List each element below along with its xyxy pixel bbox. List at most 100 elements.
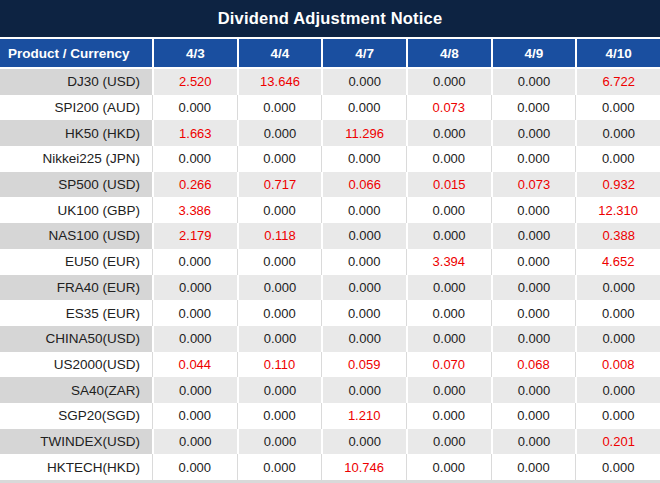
- value-cell: 0.000: [406, 403, 491, 429]
- value-cell: 0.000: [491, 120, 576, 146]
- value-cell: 3.386: [152, 197, 237, 223]
- value-cell: 0.000: [491, 146, 576, 172]
- title-bar: Dividend Adjustment Notice: [0, 0, 660, 39]
- value-cell: 0.201: [575, 429, 660, 455]
- value-cell: 0.000: [491, 197, 576, 223]
- value-cell: 0.266: [152, 172, 237, 198]
- value-cell: 4.652: [575, 249, 660, 275]
- value-cell: 0.000: [237, 300, 322, 326]
- value-cell: 0.000: [321, 197, 406, 223]
- value-cell: 0.000: [575, 300, 660, 326]
- table-row: SP500 (USD)0.2660.7170.0660.0150.0730.93…: [0, 172, 660, 198]
- value-cell: 0.073: [406, 95, 491, 121]
- column-header-date: 4/9: [491, 39, 576, 67]
- value-cell: 0.000: [152, 146, 237, 172]
- value-cell: 3.394: [406, 249, 491, 275]
- value-cell: 0.066: [321, 172, 406, 198]
- table-row: SPI200 (AUD)0.0000.0000.0000.0730.0000.0…: [0, 95, 660, 121]
- value-cell: 0.000: [575, 120, 660, 146]
- table-row: CHINA50(USD)0.0000.0000.0000.0000.0000.0…: [0, 326, 660, 352]
- value-cell: 0.000: [491, 403, 576, 429]
- value-cell: 0.000: [321, 429, 406, 455]
- value-cell: 0.000: [575, 146, 660, 172]
- product-cell: SPI200 (AUD): [0, 95, 152, 121]
- table-row: ES35 (EUR)0.0000.0000.0000.0000.0000.000: [0, 300, 660, 326]
- value-cell: 6.722: [575, 69, 660, 95]
- table-row: NAS100 (USD)2.1790.1180.0000.0000.0000.3…: [0, 223, 660, 249]
- column-header-date: 4/10: [575, 39, 660, 67]
- table-row: UK100 (GBP)3.3860.0000.0000.0000.00012.3…: [0, 197, 660, 223]
- product-cell: ES35 (EUR): [0, 300, 152, 326]
- product-cell: FRA40 (EUR): [0, 275, 152, 301]
- table-row: Nikkei225 (JPN)0.0000.0000.0000.0000.000…: [0, 146, 660, 172]
- value-cell: 0.000: [321, 377, 406, 403]
- value-cell: 0.000: [237, 249, 322, 275]
- value-cell: 0.000: [406, 300, 491, 326]
- value-cell: 0.044: [152, 352, 237, 378]
- value-cell: 0.000: [237, 197, 322, 223]
- table-row: TWINDEX(USD)0.0000.0000.0000.0000.0000.2…: [0, 429, 660, 455]
- product-cell: CHINA50(USD): [0, 326, 152, 352]
- value-cell: 0.000: [321, 300, 406, 326]
- value-cell: 0.932: [575, 172, 660, 198]
- value-cell: 1.663: [152, 120, 237, 146]
- value-cell: 0.717: [237, 172, 322, 198]
- value-cell: 0.000: [491, 95, 576, 121]
- value-cell: 2.520: [152, 69, 237, 95]
- column-header-date: 4/3: [152, 39, 237, 67]
- value-cell: 0.000: [321, 223, 406, 249]
- column-header-date: 4/7: [321, 39, 406, 67]
- value-cell: 10.746: [321, 454, 406, 480]
- table-body: DJ30 (USD)2.52013.6460.0000.0000.0006.72…: [0, 69, 660, 480]
- value-cell: 0.000: [406, 146, 491, 172]
- value-cell: 0.000: [237, 403, 322, 429]
- value-cell: 0.000: [491, 275, 576, 301]
- value-cell: 0.000: [575, 454, 660, 480]
- value-cell: 0.000: [152, 275, 237, 301]
- value-cell: 0.015: [406, 172, 491, 198]
- value-cell: 0.000: [152, 326, 237, 352]
- product-cell: HKTECH(HKD): [0, 454, 152, 480]
- product-cell: HK50 (HKD): [0, 120, 152, 146]
- product-cell: EU50 (EUR): [0, 249, 152, 275]
- value-cell: 0.000: [406, 197, 491, 223]
- value-cell: 0.000: [152, 95, 237, 121]
- table-row: HKTECH(HKD)0.0000.00010.7460.0000.0000.0…: [0, 454, 660, 480]
- value-cell: 0.118: [237, 223, 322, 249]
- value-cell: 0.008: [575, 352, 660, 378]
- value-cell: 0.000: [491, 429, 576, 455]
- table-row: DJ30 (USD)2.52013.6460.0000.0000.0006.72…: [0, 69, 660, 95]
- value-cell: 2.179: [152, 223, 237, 249]
- value-cell: 0.000: [237, 377, 322, 403]
- value-cell: 0.000: [491, 300, 576, 326]
- value-cell: 0.000: [237, 454, 322, 480]
- product-cell: DJ30 (USD): [0, 69, 152, 95]
- value-cell: 0.000: [152, 249, 237, 275]
- value-cell: 0.000: [491, 454, 576, 480]
- value-cell: 0.000: [321, 326, 406, 352]
- value-cell: 0.000: [321, 275, 406, 301]
- value-cell: 11.296: [321, 120, 406, 146]
- value-cell: 0.000: [321, 146, 406, 172]
- value-cell: 0.000: [152, 429, 237, 455]
- table-row: SA40(ZAR)0.0000.0000.0000.0000.0000.000: [0, 377, 660, 403]
- product-cell: Nikkei225 (JPN): [0, 146, 152, 172]
- value-cell: 0.000: [406, 120, 491, 146]
- value-cell: 0.000: [575, 326, 660, 352]
- table-row: SGP20(SGD)0.0000.0001.2100.0000.0000.000: [0, 403, 660, 429]
- page-title: Dividend Adjustment Notice: [218, 9, 443, 28]
- value-cell: 0.068: [491, 352, 576, 378]
- value-cell: 0.000: [491, 249, 576, 275]
- header-row: Product / Currency 4/34/44/74/84/94/10: [0, 39, 660, 69]
- value-cell: 0.000: [491, 223, 576, 249]
- value-cell: 0.000: [406, 275, 491, 301]
- table-row: US2000(USD)0.0440.1100.0590.0700.0680.00…: [0, 352, 660, 378]
- value-cell: 0.000: [406, 326, 491, 352]
- value-cell: 0.000: [406, 454, 491, 480]
- value-cell: 0.388: [575, 223, 660, 249]
- column-header-date: 4/8: [406, 39, 491, 67]
- value-cell: 0.000: [237, 120, 322, 146]
- value-cell: 0.000: [321, 249, 406, 275]
- value-cell: 0.000: [321, 69, 406, 95]
- value-cell: 12.310: [575, 197, 660, 223]
